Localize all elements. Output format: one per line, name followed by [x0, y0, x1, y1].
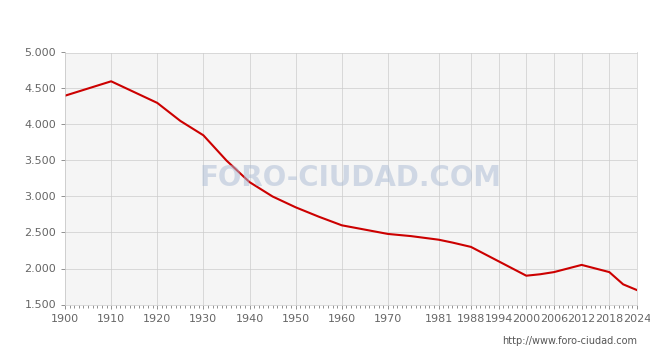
Text: FORO-CIUDAD.COM: FORO-CIUDAD.COM: [200, 164, 502, 193]
Text: http://www.foro-ciudad.com: http://www.foro-ciudad.com: [502, 336, 637, 346]
Text: les Coves de Vinromà (Municipio)  -  Evolucion del numero de Habitantes: les Coves de Vinromà (Municipio) - Evolu…: [46, 13, 604, 29]
